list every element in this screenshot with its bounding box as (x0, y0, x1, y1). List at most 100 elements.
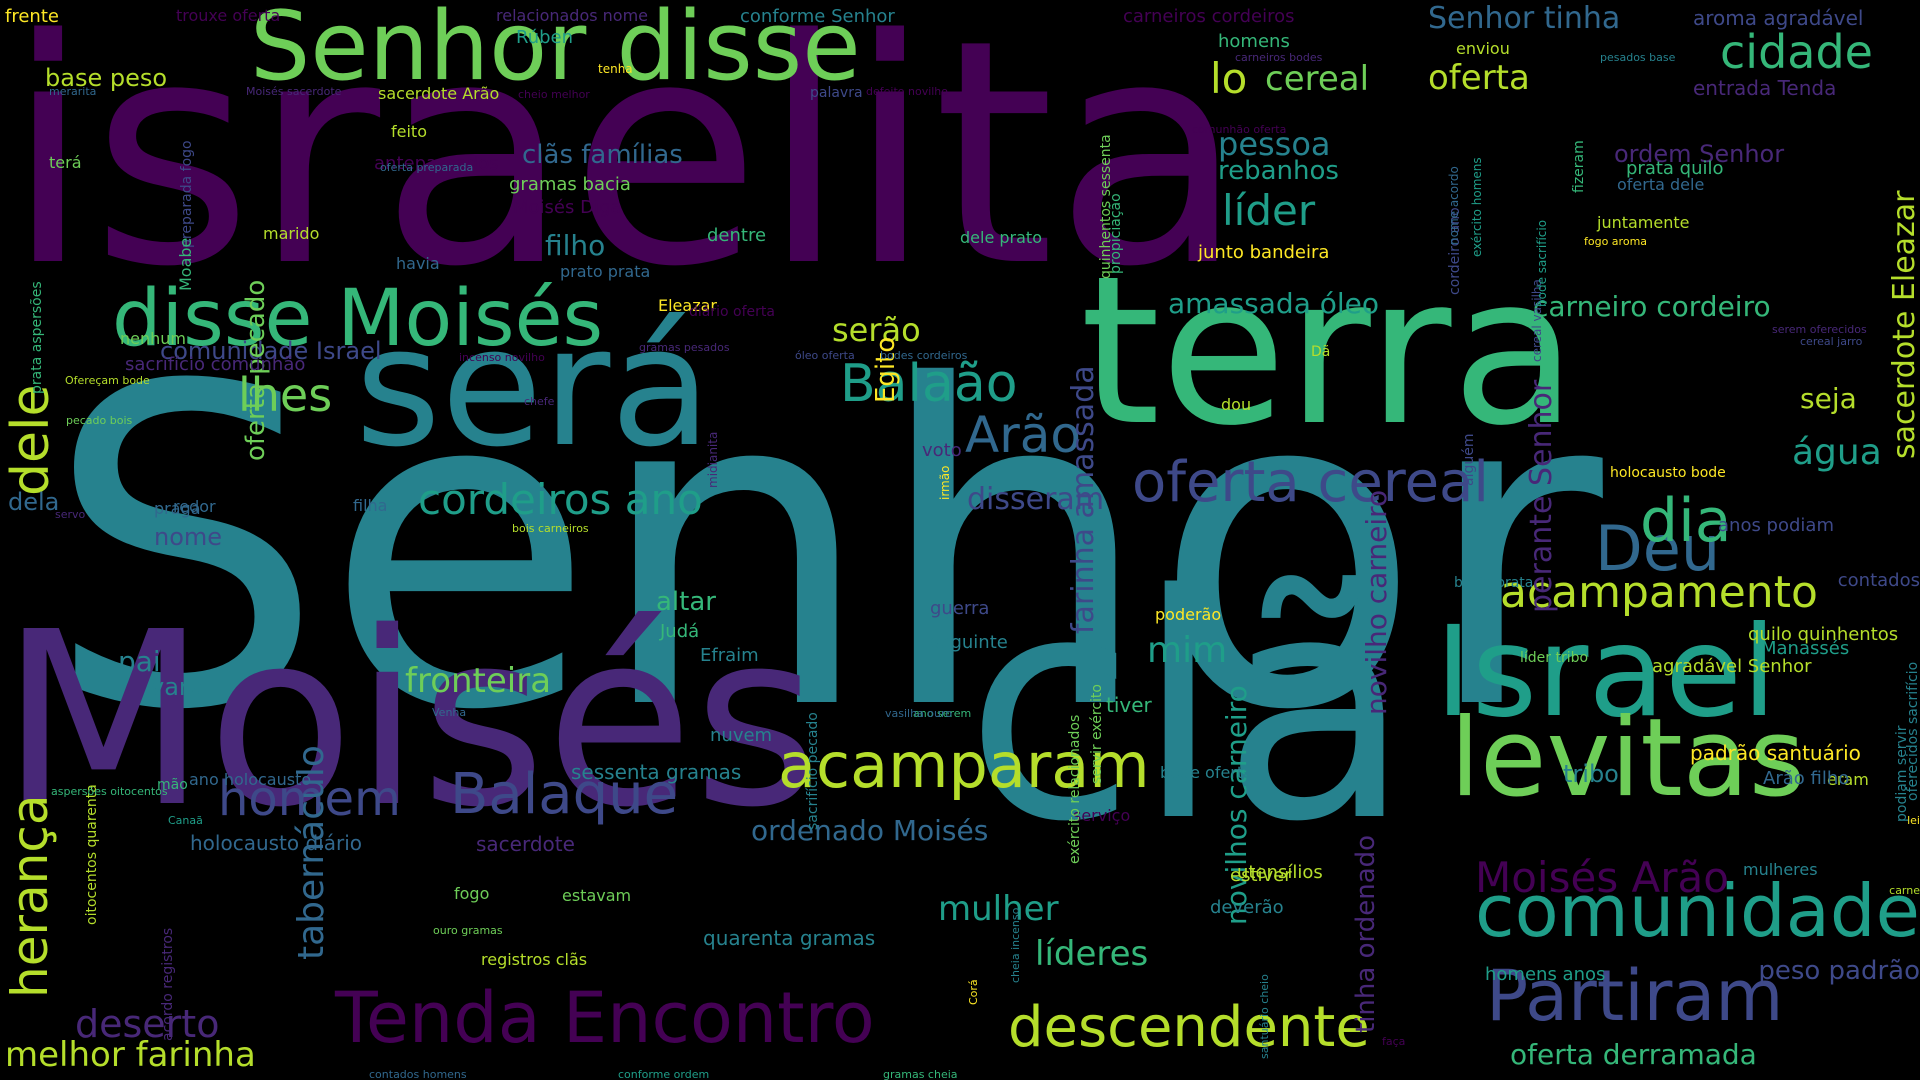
cloud-word: ouro gramas (433, 924, 503, 937)
cloud-word: diário oferta (689, 304, 775, 320)
cloud-word: amassada óleo (1168, 287, 1380, 320)
cloud-word: ordenado Moisés (751, 814, 989, 847)
cloud-word: bodes cordeiros (880, 349, 968, 362)
cloud-word: óleo oferta (795, 349, 855, 362)
cloud-word: Judá (660, 621, 700, 642)
cloud-word: pessoa (1218, 125, 1331, 163)
cloud-word: aroma agradável (1693, 6, 1864, 30)
cloud-word: melhor farinha (5, 1035, 256, 1075)
cloud-word: Senhor disse (250, 0, 861, 102)
cloud-word: quarenta gramas (703, 926, 876, 950)
cloud-word: prato prata (560, 262, 651, 281)
cloud-word: guerra (930, 598, 990, 619)
cloud-word: Israel (1435, 600, 1777, 745)
cloud-word: seja (1800, 382, 1857, 415)
cloud-word: dele (1, 385, 61, 497)
cloud-word: carne (1889, 884, 1920, 897)
cloud-word: vara (150, 673, 204, 701)
cloud-word: Eleazar (658, 296, 717, 315)
cloud-word: herança (1, 795, 59, 999)
cloud-word: Canaã (168, 814, 203, 827)
cloud-word: poderão (1155, 605, 1222, 624)
cloud-word: oferta derramada (1510, 1038, 1757, 1071)
cloud-word: exército relacionados (1067, 715, 1083, 865)
cloud-word: contados (1837, 570, 1920, 591)
cloud-word: contados homens (369, 1068, 467, 1080)
cloud-word: prata quilo (1626, 158, 1724, 179)
cloud-word: faça (1382, 1035, 1406, 1048)
cloud-word: Tenda Encontro (335, 977, 875, 1059)
cloud-word: palavra (810, 85, 863, 101)
cloud-word: oferta cereal (1132, 450, 1489, 515)
cloud-word: serem oferecidos (1772, 323, 1867, 336)
cloud-word: filho (545, 229, 606, 262)
cloud-word: propiciação (1108, 193, 1124, 274)
cloud-word: gramas pesados (639, 341, 730, 354)
cloud-word: Moisés Arão (1475, 853, 1729, 902)
cloud-word: fizeram (1571, 140, 1587, 193)
cloud-word: aspersões oitocentos (51, 785, 168, 798)
cloud-word: trouxe oferta (176, 6, 281, 25)
cloud-word: carneiros bodes (1235, 51, 1323, 64)
cloud-word: filha (353, 496, 388, 515)
cloud-word: dia (1640, 486, 1732, 556)
cloud-word: Partiram (1486, 955, 1784, 1037)
cloud-word: holocausto diário (190, 831, 363, 855)
cloud-word: Manassés (1761, 638, 1850, 659)
cloud-word: bode oferta (1160, 763, 1253, 782)
cloud-word: fronteira (405, 661, 552, 701)
cloud-word: descendente (1008, 995, 1370, 1060)
cloud-word: oferta preparada (380, 161, 474, 174)
cloud-word: rebanhos (1218, 156, 1339, 186)
cloud-word: lei (1907, 814, 1920, 827)
cloud-word: quilo quinhentos (1748, 624, 1899, 645)
cloud-word: anos podiam (1718, 515, 1834, 536)
cloud-word: prata aspersões (29, 281, 45, 394)
cloud-word: serviço (1073, 806, 1131, 825)
cloud-word: novilhos carneiro (1220, 685, 1253, 925)
cloud-word: comunhão oferta (1192, 123, 1287, 136)
cloud-word: levitas (1450, 696, 1806, 821)
cloud-word: base peso (45, 64, 168, 92)
cloud-word: juntamente (1597, 213, 1690, 232)
cloud-word: terá (49, 153, 82, 172)
cloud-word: conforme Senhor (740, 6, 895, 27)
cloud-word: Moisés sacerdote (246, 85, 342, 98)
cloud-word: servo (55, 508, 86, 521)
cloud-word: irmão (938, 466, 952, 501)
cloud-word: eram (1827, 770, 1869, 789)
cloud-word: sessenta gramas (571, 760, 742, 784)
cloud-word: serão (832, 311, 921, 349)
cloud-word: líder (1222, 186, 1316, 235)
cloud-word: Senhor tinha (1428, 1, 1621, 36)
cloud-word: deserto (75, 1002, 220, 1046)
cloud-word: dentre (707, 225, 767, 246)
cloud-word: peso padrão (1758, 956, 1920, 986)
cloud-word: tinha ordenado (1351, 835, 1381, 1034)
cloud-word: deverão (1210, 897, 1284, 918)
cloud-word: israelita (5, 0, 1245, 335)
cloud-word: tribo (1563, 760, 1619, 788)
cloud-word: altar (656, 587, 716, 617)
cloud-word: preparada fogo (179, 140, 195, 248)
cloud-word: cidade (1720, 25, 1873, 79)
cloud-word: incenso novilho (459, 351, 545, 364)
cloud-word: oferecidos sacrifício (1905, 662, 1920, 802)
cloud-word: havia (396, 254, 440, 273)
cloud-word: tiver (1106, 693, 1152, 717)
cloud-word: oferta (1428, 58, 1530, 98)
cloud-word: junto bandeira (1198, 242, 1330, 263)
cloud-word: acamparam (778, 729, 1150, 802)
cloud-word: agradável Senhor (1652, 656, 1812, 677)
cloud-word: acampamento (1500, 567, 1818, 618)
cloud-word: Moisés Diga (513, 197, 622, 218)
cloud-word: entrada Tenda (1693, 76, 1837, 100)
cloud-word: ordem Senhor (1614, 140, 1785, 168)
cloud-word: acordo registros (160, 928, 176, 1042)
cloud-word: cheio melhor (518, 88, 590, 101)
cloud-word: vasilha ouro (885, 707, 953, 720)
cloud-word: cordeiros ano (418, 475, 703, 524)
cloud-word: carneiros cordeiros (1123, 6, 1295, 27)
cloud-word: fogo (454, 884, 490, 903)
